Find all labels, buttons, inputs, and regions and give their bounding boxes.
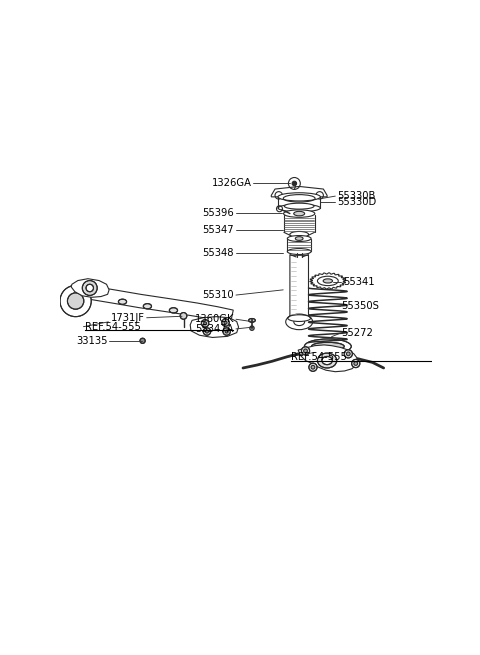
Circle shape xyxy=(223,328,230,335)
Ellipse shape xyxy=(169,308,178,313)
Ellipse shape xyxy=(288,248,311,255)
Circle shape xyxy=(301,346,310,355)
Circle shape xyxy=(304,349,307,353)
Circle shape xyxy=(180,312,187,319)
Ellipse shape xyxy=(312,343,344,350)
Ellipse shape xyxy=(294,318,305,326)
Text: 55348: 55348 xyxy=(203,248,234,257)
Circle shape xyxy=(225,330,228,333)
Circle shape xyxy=(140,338,145,343)
Text: 1326GA: 1326GA xyxy=(212,178,252,189)
Text: 55350S: 55350S xyxy=(342,301,380,311)
Ellipse shape xyxy=(290,231,309,237)
Circle shape xyxy=(203,328,211,335)
Text: 55310: 55310 xyxy=(203,290,234,300)
Ellipse shape xyxy=(284,210,315,217)
Circle shape xyxy=(204,322,206,325)
Ellipse shape xyxy=(288,236,311,242)
Text: 55272: 55272 xyxy=(342,328,373,339)
Circle shape xyxy=(83,280,97,295)
Ellipse shape xyxy=(249,318,255,322)
Polygon shape xyxy=(290,255,309,316)
Ellipse shape xyxy=(286,314,312,329)
Polygon shape xyxy=(74,282,233,323)
Text: 55347: 55347 xyxy=(203,225,234,234)
Circle shape xyxy=(205,330,208,333)
Polygon shape xyxy=(190,316,239,337)
Circle shape xyxy=(67,293,84,309)
Circle shape xyxy=(202,320,209,327)
Ellipse shape xyxy=(317,353,337,368)
Circle shape xyxy=(309,363,317,371)
Ellipse shape xyxy=(304,339,351,354)
Ellipse shape xyxy=(288,315,311,322)
Text: REF.54-555: REF.54-555 xyxy=(290,352,347,362)
Text: 55341: 55341 xyxy=(343,276,374,287)
Polygon shape xyxy=(298,345,358,371)
Circle shape xyxy=(222,319,229,326)
Ellipse shape xyxy=(322,356,332,365)
Ellipse shape xyxy=(278,193,321,201)
Circle shape xyxy=(344,350,352,358)
Text: 33135: 33135 xyxy=(76,336,108,346)
Ellipse shape xyxy=(278,204,321,212)
Polygon shape xyxy=(71,278,109,297)
Circle shape xyxy=(352,360,360,367)
Circle shape xyxy=(250,326,254,330)
Text: REF.54-555: REF.54-555 xyxy=(85,322,141,331)
Text: 55396: 55396 xyxy=(203,208,234,218)
Text: 55330B: 55330B xyxy=(337,191,375,201)
Circle shape xyxy=(86,284,94,291)
Circle shape xyxy=(292,181,297,186)
Ellipse shape xyxy=(295,236,303,240)
Ellipse shape xyxy=(294,212,305,216)
Text: 1731JF: 1731JF xyxy=(111,312,145,323)
Circle shape xyxy=(224,321,227,324)
Text: 55330D: 55330D xyxy=(337,196,376,207)
Circle shape xyxy=(354,362,358,365)
Text: 1360GK: 1360GK xyxy=(194,314,234,324)
Text: 55347A: 55347A xyxy=(195,324,234,334)
Ellipse shape xyxy=(284,203,314,209)
Circle shape xyxy=(347,352,350,356)
Ellipse shape xyxy=(317,276,338,286)
Ellipse shape xyxy=(119,299,127,305)
Circle shape xyxy=(311,365,315,369)
Ellipse shape xyxy=(323,279,333,283)
Ellipse shape xyxy=(144,304,152,309)
Circle shape xyxy=(60,286,91,316)
